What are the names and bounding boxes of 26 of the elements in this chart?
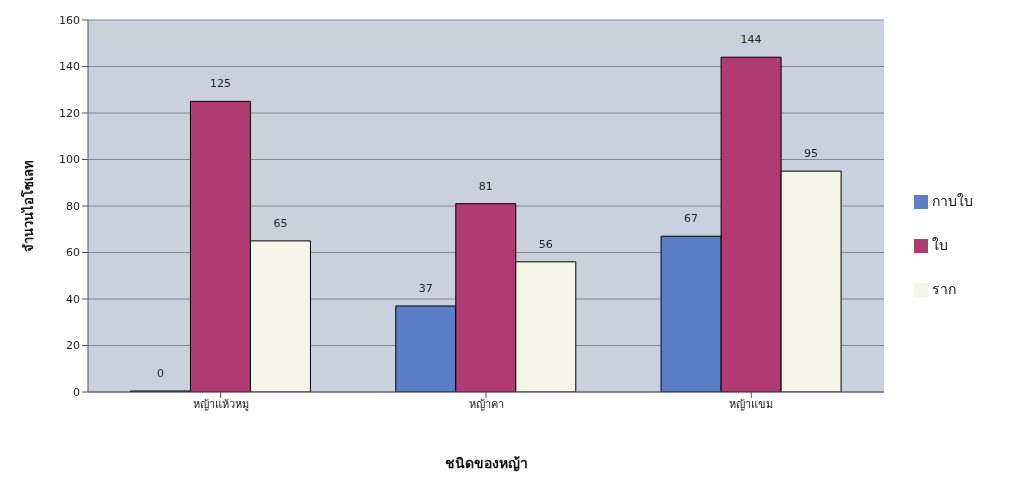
y-tick-label: 80 <box>66 199 80 213</box>
legend-label: ใบ <box>932 237 948 253</box>
y-tick-label: 160 <box>59 13 80 27</box>
y-tick-label: 120 <box>59 106 80 120</box>
x-tick-label: หญ้าแขม <box>729 397 774 411</box>
x-tick-label: หญ้าคา <box>468 397 504 411</box>
data-label: 95 <box>804 147 819 161</box>
y-tick-label: 60 <box>66 246 80 260</box>
legend-label: กาบใบ <box>932 193 973 209</box>
data-label: 37 <box>418 281 433 295</box>
y-tick-label: 20 <box>66 339 80 353</box>
y-tick-label: 40 <box>66 292 80 306</box>
data-label: 81 <box>478 179 493 193</box>
data-label: 125 <box>209 77 231 91</box>
data-label: 65 <box>273 216 288 230</box>
y-tick-label: 140 <box>59 60 80 74</box>
legend-label: ราก <box>932 281 956 297</box>
data-label: 67 <box>684 212 699 226</box>
y-tick-label: 0 <box>73 385 80 399</box>
x-tick-label: หญ้าแห้วหมู <box>192 397 249 411</box>
y-tick-label: 100 <box>59 153 80 167</box>
data-label: 144 <box>740 33 762 47</box>
data-label: 56 <box>538 237 553 251</box>
data-label: 0 <box>156 367 164 380</box>
x-axis-title: ชนิดของหญ้า <box>444 455 528 472</box>
y-axis-title: จำนวนไอโซเลท <box>19 160 36 252</box>
